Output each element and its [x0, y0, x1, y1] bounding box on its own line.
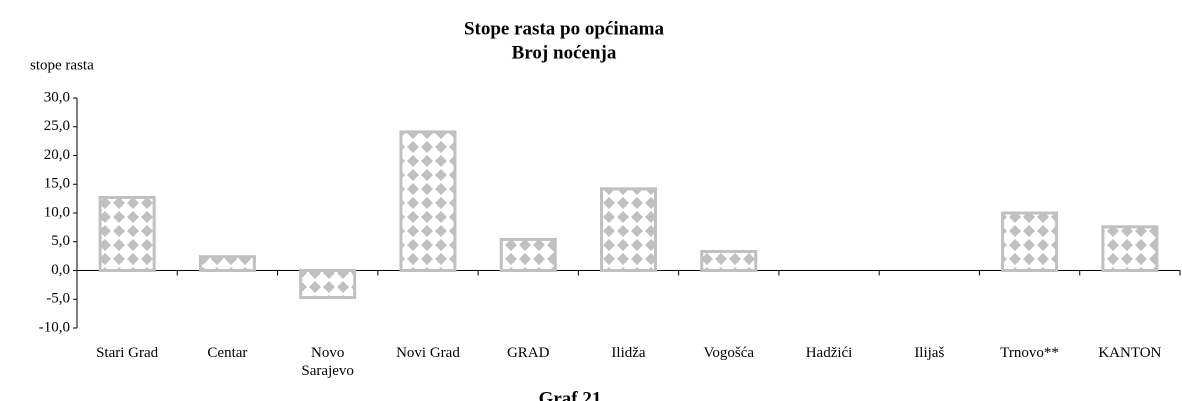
bar — [700, 250, 758, 272]
y-tick-label: 5,0 — [51, 233, 70, 249]
bar — [1001, 211, 1059, 272]
x-tick-label: KANTON — [1098, 345, 1162, 361]
y-tick-label: 30,0 — [44, 89, 70, 105]
bar — [399, 130, 457, 272]
bar — [98, 195, 156, 273]
x-tick-label: Ilijaš — [914, 345, 945, 361]
x-tick-label: Stari Grad — [96, 345, 159, 361]
bar — [499, 237, 557, 272]
bar — [198, 255, 256, 273]
x-tick-label: GRAD — [506, 345, 550, 361]
x-tick-label: Novi Grad — [396, 345, 460, 361]
chart-title: Stope rasta po općinama — [464, 18, 665, 39]
bar — [299, 269, 357, 300]
y-tick-label: -5,0 — [46, 291, 70, 307]
caption: Graf 21 — [539, 388, 602, 401]
y-axis-label: stope rasta — [30, 57, 94, 73]
y-tick-label: 0,0 — [51, 262, 70, 278]
chart-subtitle: Broj noćenja — [512, 42, 617, 63]
x-tick-label: Vogošća — [703, 345, 755, 361]
y-tick-label: -10,0 — [39, 319, 70, 335]
bar — [600, 187, 657, 273]
y-tick-label: 15,0 — [44, 176, 70, 192]
y-tick-label: 10,0 — [44, 204, 70, 220]
y-tick-label: 20,0 — [44, 147, 70, 163]
x-tick-label: Novo Sarajevo — [301, 345, 354, 379]
x-tick-label: Hadžići — [805, 345, 853, 361]
x-tick-label: Centar — [207, 345, 248, 361]
x-tick-label: Ilidža — [611, 345, 646, 361]
y-tick-label: 25,0 — [44, 118, 70, 134]
bar — [1101, 225, 1159, 273]
x-tick-label: Trnovo** — [1000, 345, 1059, 361]
